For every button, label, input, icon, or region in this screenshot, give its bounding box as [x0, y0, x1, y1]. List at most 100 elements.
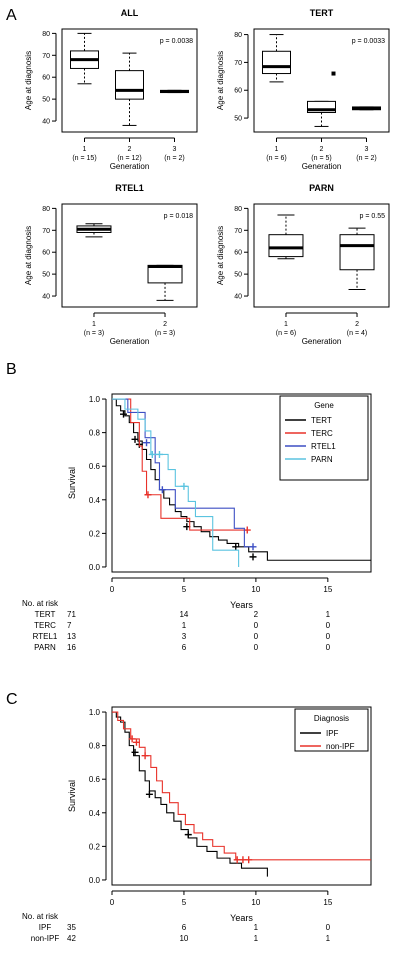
- x-count-label: (n = 6): [266, 155, 286, 162]
- censor-mark: [249, 543, 257, 551]
- box-3: [352, 106, 381, 111]
- plot-frame: [111, 393, 372, 573]
- x-count-label: (n = 3): [155, 330, 175, 337]
- legend-label: RTEL1: [311, 442, 336, 451]
- chart-title: TERT: [310, 8, 334, 18]
- y-tick-label: 0.6: [89, 775, 101, 784]
- x-axis-label: Generation: [302, 337, 342, 346]
- risk-value: 1: [254, 923, 259, 932]
- censor-mark: [184, 831, 192, 839]
- y-tick-label: 0.2: [89, 529, 101, 538]
- risk-value: 0: [326, 923, 331, 932]
- x-tick-label: 5: [182, 898, 187, 907]
- legend-box: [294, 708, 369, 752]
- censor-mark: [120, 410, 128, 418]
- risk-value: 0: [326, 621, 331, 630]
- boxplot-parn: PARN p = 0.55 40 50 60 70 80 Age at diagnosis 1 (…: [216, 183, 390, 346]
- censor-mark: [132, 738, 140, 746]
- x-axis-label: Years: [230, 913, 253, 923]
- km-curve: [112, 711, 371, 861]
- box-iqr: [268, 234, 304, 258]
- box-iqr: [262, 50, 291, 75]
- box-1: [262, 34, 291, 83]
- censor-mark: [143, 439, 151, 447]
- risk-row-label: PARN: [34, 643, 56, 652]
- risk-row-label: IPF: [39, 923, 52, 932]
- x-axis-label: Generation: [110, 162, 150, 171]
- x-count-label: (n = 2): [164, 155, 184, 162]
- y-axis-label: Age at diagnosis: [216, 226, 225, 285]
- box-1: [76, 223, 112, 238]
- risk-value: 3: [182, 632, 187, 641]
- outlier-point: [331, 71, 336, 76]
- y-axis-label: Survival: [67, 780, 77, 812]
- x-count-label: (n = 3): [84, 330, 104, 337]
- risk-value: 0: [326, 643, 331, 652]
- legend-label: non-IPF: [326, 742, 355, 751]
- panel-label-a: A: [6, 7, 17, 24]
- box-2: [147, 264, 183, 301]
- panel-label-c: C: [6, 691, 18, 708]
- km-series-non-ipf: [112, 711, 371, 864]
- box-2: [307, 71, 336, 127]
- risk-value: 0: [254, 643, 259, 652]
- plot-frame: [61, 203, 198, 308]
- km-curve: [112, 398, 248, 531]
- y-tick-label: 0.4: [89, 496, 101, 505]
- chart-title: ALL: [121, 8, 139, 18]
- y-tick-label: 70: [42, 53, 50, 60]
- x-tick-label: 10: [251, 585, 260, 594]
- censor-mark: [144, 491, 152, 499]
- plot-frame: [61, 28, 198, 133]
- km-curve: [112, 711, 268, 877]
- km-series-ipf: [112, 711, 268, 877]
- censor-mark: [148, 450, 156, 458]
- x-axis-label: Generation: [302, 162, 342, 171]
- y-axis-label: Age at diagnosis: [24, 51, 33, 110]
- risk-table-header: No. at risk: [22, 599, 59, 608]
- x-tick-label: 3: [365, 146, 369, 153]
- censor-mark: [155, 450, 163, 458]
- x-count-label: (n = 5): [311, 155, 331, 162]
- km-curve: [112, 398, 371, 561]
- legend-label: PARN: [311, 455, 333, 464]
- risk-row-label: RTEL1: [33, 632, 58, 641]
- box-1: [70, 32, 99, 85]
- risk-row-label: TERT: [35, 610, 56, 619]
- x-tick-label: 0: [110, 585, 115, 594]
- y-tick-label: 50: [42, 97, 50, 104]
- risk-value: 1: [326, 610, 331, 619]
- y-tick-label: 50: [42, 272, 50, 279]
- y-tick-label: 60: [42, 250, 50, 257]
- y-tick-label: 60: [234, 250, 242, 257]
- x-tick-label: 0: [110, 898, 115, 907]
- box-iqr: [147, 264, 183, 284]
- km-curve: [112, 398, 240, 567]
- censor-mark: [232, 543, 240, 551]
- censor-mark: [158, 486, 166, 494]
- risk-value: 10: [179, 934, 188, 943]
- box-2: [339, 227, 375, 290]
- risk-row-label: TERC: [34, 621, 56, 630]
- y-tick-label: 70: [234, 60, 242, 67]
- censor-mark: [141, 752, 149, 760]
- censor-mark: [131, 435, 139, 443]
- risk-value: 71: [67, 610, 76, 619]
- y-tick-label: 1.0: [89, 395, 101, 404]
- risk-value: 0: [254, 632, 259, 641]
- chart-title: PARN: [309, 183, 334, 193]
- y-tick-label: 40: [234, 294, 242, 301]
- x-count-label: (n = 4): [347, 330, 367, 337]
- km-series-parn: [112, 398, 240, 567]
- risk-value: 13: [67, 632, 76, 641]
- box-1: [268, 214, 304, 260]
- y-tick-label: 50: [234, 272, 242, 279]
- censor-mark: [145, 790, 153, 798]
- censor-mark: [131, 748, 139, 756]
- risk-value: 35: [67, 923, 76, 932]
- censor-mark: [245, 856, 253, 864]
- x-tick-label: 10: [251, 898, 260, 907]
- x-tick-label: 2: [163, 321, 167, 328]
